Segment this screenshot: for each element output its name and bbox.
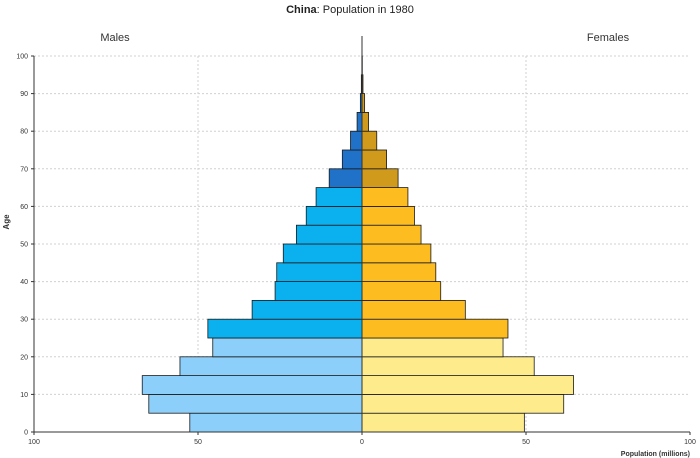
female-bar-65-69 [361,168,399,189]
female-bar-25-29 [361,318,509,339]
male-bar-30-34 [251,299,363,320]
x-tick-label: 50 [194,439,202,446]
y-tick-label: 10 [20,392,28,399]
male-bar-25-29 [207,318,363,339]
x-tick-label: 100 [684,439,696,446]
male-bar-45-49 [282,243,363,264]
male-bar-15-19 [179,356,363,376]
male-bar-10-14 [141,375,363,395]
female-bar-75-79 [361,130,378,151]
y-tick-label: 20 [20,354,28,361]
male-bar-50-54 [295,224,363,245]
y-tick-label: 60 [20,204,28,211]
female-bar-50-54 [361,224,422,245]
y-tick-label: 50 [20,242,28,249]
y-tick-label: 70 [20,166,28,173]
x-tick-label: 50 [522,439,530,446]
female-bar-40-44 [361,262,437,282]
male-bar-55-59 [305,205,363,226]
male-bar-75-79 [350,130,363,151]
males-legend-label: Males [100,32,130,44]
y-tick-label: 100 [16,54,28,61]
y-tick-label: 80 [20,129,28,136]
females-legend-label: Females [587,32,630,44]
y-tick-label: 30 [20,317,28,324]
male-bar-5-9 [148,393,363,414]
female-bar-45-49 [361,243,432,264]
chart-title: China: Population in 1980 [286,4,414,16]
y-tick-label: 40 [20,279,28,286]
x-tick-label: 0 [360,439,364,446]
bars-group [141,55,574,433]
female-bar-20-24 [361,337,504,358]
male-bar-35-39 [274,281,363,301]
female-bar-35-39 [361,281,442,301]
y-tick-label: 0 [24,430,28,437]
female-bar-55-59 [361,205,415,226]
male-bar-0-4 [189,412,363,433]
x-tick-label: 100 [28,439,40,446]
male-bar-20-24 [212,337,363,358]
male-bar-65-69 [328,168,363,189]
male-bar-80-84 [356,112,363,132]
female-bar-15-19 [361,356,535,376]
female-bar-5-9 [361,393,565,414]
female-bar-70-74 [361,149,388,170]
y-axis-label: Age [2,214,11,230]
x-axis-label: Population (millions) [621,451,690,458]
male-bar-40-44 [276,262,363,282]
female-bar-10-14 [361,375,574,395]
female-bar-0-4 [361,412,525,433]
chart-title-rest: : Population in 1980 [317,4,414,16]
female-bar-30-34 [361,299,466,320]
male-bar-60-64 [315,187,363,207]
tick-labels: 0 10 20 30 40 50 60 70 80 90 100 100 50 0 50 100 [16,54,696,447]
male-bar-70-74 [341,149,363,170]
chart-title-country: China [286,4,317,16]
y-tick-label: 90 [20,91,28,98]
female-bar-80-84 [361,112,369,132]
axes-group [33,36,690,433]
female-bar-60-64 [361,187,409,207]
